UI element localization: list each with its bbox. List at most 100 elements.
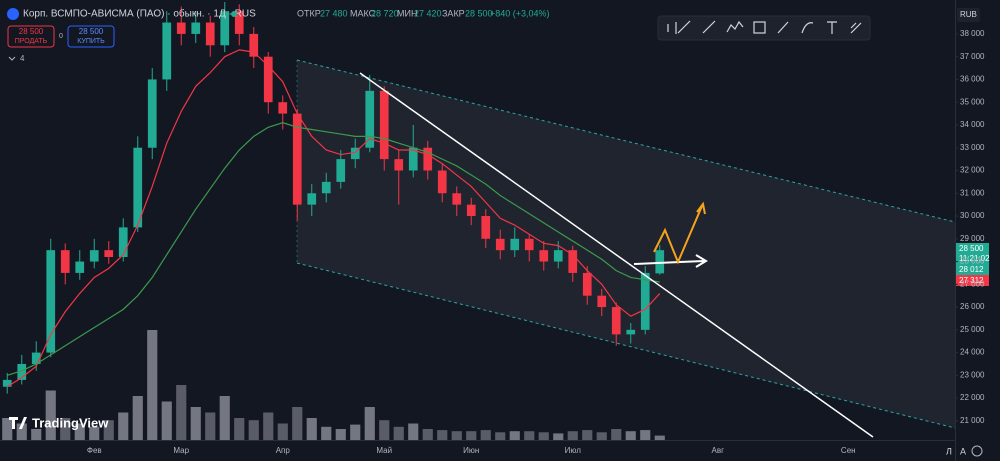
candle-body bbox=[75, 261, 85, 273]
arrow-head bbox=[695, 254, 708, 268]
volume-bar bbox=[190, 407, 201, 440]
candle-body bbox=[321, 181, 331, 194]
candle-body bbox=[350, 147, 360, 160]
buy-button[interactable] bbox=[67, 25, 115, 48]
sell-label: ПРОДАТЬ bbox=[15, 38, 48, 45]
trend-line[interactable] bbox=[359, 72, 874, 438]
volume-bar bbox=[132, 396, 143, 440]
candle-body bbox=[655, 250, 665, 274]
ma-slow-price: 28 012 bbox=[959, 265, 984, 274]
volume-bar bbox=[654, 435, 665, 440]
tool-icon[interactable] bbox=[702, 20, 716, 34]
x-tick-label: Апр bbox=[276, 446, 291, 455]
settings-button[interactable] bbox=[971, 445, 983, 457]
indicator-count[interactable]: 4 bbox=[20, 54, 25, 63]
ohlc-value: 28 500 bbox=[465, 8, 493, 18]
volume-bar bbox=[422, 429, 433, 440]
candle-body bbox=[46, 250, 56, 353]
tool-icon[interactable] bbox=[777, 21, 789, 34]
volume-bar bbox=[451, 431, 462, 440]
volume-bar bbox=[89, 426, 100, 440]
tool-icon[interactable] bbox=[726, 20, 744, 33]
volume-bar bbox=[524, 431, 535, 440]
log-scale[interactable]: Л bbox=[946, 446, 952, 456]
y-tick-label: 38 000 bbox=[960, 29, 985, 38]
volume-bar bbox=[335, 429, 346, 440]
candle-body bbox=[611, 307, 621, 335]
volume-bar bbox=[118, 412, 129, 440]
x-tick-label: Июл bbox=[565, 446, 582, 455]
volume-bar bbox=[466, 431, 477, 440]
change: +840 (+3,04%) bbox=[490, 8, 550, 18]
volume-bar bbox=[219, 396, 230, 440]
volume-bar bbox=[248, 420, 259, 440]
arrow[interactable] bbox=[633, 260, 705, 265]
y-tick-label: 33 000 bbox=[960, 143, 985, 152]
symbol[interactable]: Корп. ВСМПО-АВИСМА (ПАО) · обыкн. · 1Д ·… bbox=[23, 8, 256, 20]
volume-bar bbox=[437, 430, 448, 440]
tool-icon[interactable] bbox=[677, 20, 691, 34]
buy-price: 28 500 bbox=[79, 27, 104, 36]
candle-body bbox=[365, 90, 375, 148]
y-tick-label: 37 000 bbox=[960, 52, 985, 61]
volume-bar bbox=[509, 431, 520, 440]
candle-body bbox=[60, 250, 70, 273]
currency[interactable]: RUB bbox=[960, 10, 977, 19]
y-tick-label: 26 000 bbox=[960, 302, 985, 311]
series-layer bbox=[2, 2, 665, 440]
candle-body bbox=[582, 272, 592, 296]
ma-tag bbox=[956, 275, 989, 286]
arrow-head bbox=[696, 201, 706, 215]
candle-body bbox=[626, 329, 636, 335]
y-tick-label: 28 000 bbox=[960, 257, 985, 266]
x-tick-label: Мар bbox=[173, 446, 189, 455]
tool-icon[interactable] bbox=[753, 21, 766, 34]
candle-body bbox=[278, 102, 288, 114]
ohlc-label: ОТКР bbox=[297, 8, 321, 18]
candle-body bbox=[640, 272, 650, 330]
candle-body bbox=[191, 22, 201, 34]
header: Корп. ВСМПО-АВИСМА (ПАО) · обыкн. · 1Д ·… bbox=[7, 8, 550, 63]
last-price-tag bbox=[956, 243, 989, 265]
candle-body bbox=[336, 159, 346, 182]
moving-average bbox=[7, 122, 660, 376]
ohlc-label: МАКС bbox=[350, 8, 376, 18]
currency-box[interactable] bbox=[957, 8, 980, 22]
y-tick-label: 25 000 bbox=[960, 325, 985, 334]
sell-button[interactable] bbox=[7, 25, 55, 48]
tool-icon[interactable] bbox=[850, 22, 862, 34]
volume-bar bbox=[393, 426, 404, 440]
candle-body bbox=[249, 33, 259, 57]
candle-body bbox=[220, 11, 230, 46]
buy-label: КУПИТЬ bbox=[77, 38, 105, 45]
countdown: 11:21:02 bbox=[959, 254, 990, 263]
candle-body bbox=[568, 250, 578, 273]
candle-body bbox=[89, 250, 99, 262]
volume-bar bbox=[306, 418, 317, 440]
auto-scale[interactable]: A bbox=[960, 446, 966, 456]
y-tick-label: 24 000 bbox=[960, 348, 985, 357]
candle-body bbox=[394, 159, 404, 171]
volume-bar bbox=[60, 418, 71, 440]
channel bbox=[297, 60, 955, 428]
collapse-icon[interactable] bbox=[8, 56, 16, 61]
tool-icon[interactable] bbox=[667, 22, 677, 34]
sell-price: 28 500 bbox=[19, 27, 44, 36]
drawing-toolbar bbox=[657, 15, 871, 41]
forecast-arrow[interactable] bbox=[653, 205, 703, 265]
x-tick-label: Май bbox=[376, 446, 392, 455]
candle-body bbox=[408, 147, 418, 171]
volume-bar bbox=[567, 431, 578, 440]
brand-name[interactable]: TradingView bbox=[32, 415, 109, 430]
x-tick-label: Авг bbox=[711, 446, 724, 455]
volume-bar bbox=[321, 426, 332, 440]
volume-bar bbox=[103, 420, 114, 440]
candle-body bbox=[437, 170, 447, 194]
candle-body bbox=[133, 147, 143, 228]
candle-body bbox=[553, 250, 563, 262]
tool-icon[interactable] bbox=[827, 21, 837, 34]
ohlc-value: 28 720 bbox=[371, 8, 399, 18]
volume-bar bbox=[553, 433, 564, 440]
tool-icon[interactable] bbox=[801, 22, 814, 34]
ohlc-label: ЗАКР bbox=[442, 8, 465, 18]
